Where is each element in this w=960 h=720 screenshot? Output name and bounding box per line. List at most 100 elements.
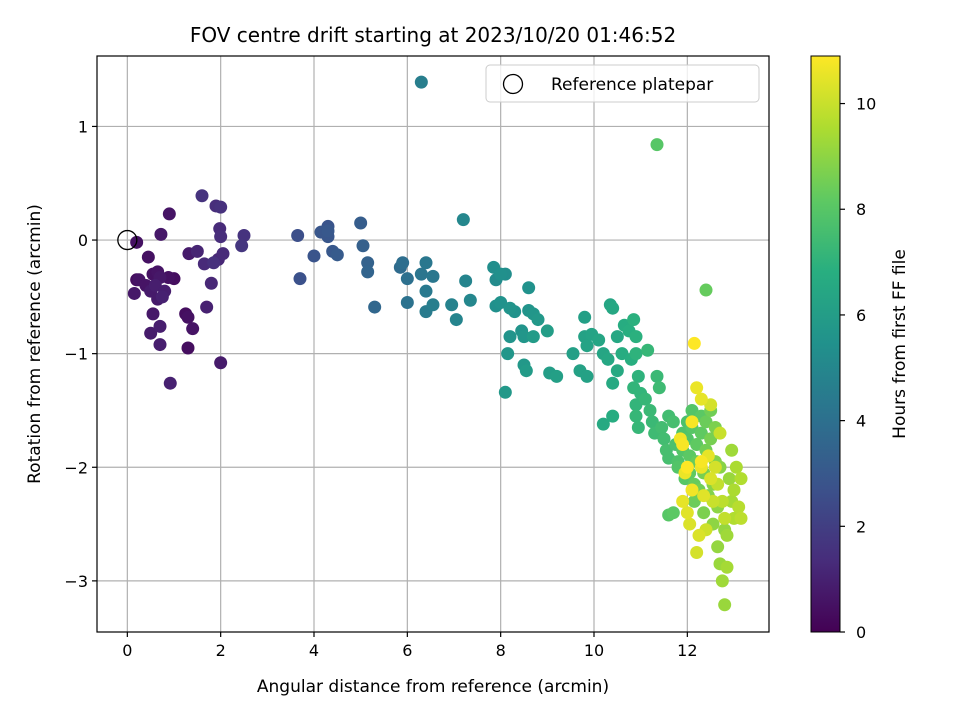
data-point [727, 483, 741, 497]
data-point [680, 506, 694, 520]
data-point [204, 276, 218, 290]
data-point [629, 347, 643, 361]
data-point [494, 296, 508, 310]
data-point [426, 269, 440, 283]
data-point [697, 489, 711, 503]
data-point [459, 274, 473, 288]
data-point [704, 472, 718, 486]
data-point [463, 293, 477, 307]
data-point [720, 528, 734, 542]
data-point [638, 392, 652, 406]
data-point [186, 322, 200, 336]
chart-title: FOV centre drift starting at 2023/10/20 … [190, 23, 676, 47]
data-point [706, 494, 720, 508]
y-axis-ticks: −3 −2 −1 0 1 [64, 117, 97, 591]
data-point [207, 256, 221, 270]
data-point [361, 256, 375, 270]
data-point [732, 500, 746, 514]
colorbar-ticks: 0 2 4 6 8 10 [840, 95, 876, 642]
data-point [426, 298, 440, 312]
data-point [163, 376, 177, 390]
data-point [687, 336, 701, 350]
data-point [148, 278, 162, 292]
y-tick-label: −3 [64, 572, 88, 591]
data-point [501, 347, 515, 361]
data-point [711, 540, 725, 554]
data-point [690, 381, 704, 395]
data-point [578, 310, 592, 324]
y-tick-label: 0 [78, 231, 88, 250]
x-tick-label: 12 [677, 641, 697, 660]
x-tick-label: 2 [216, 641, 226, 660]
data-point [181, 341, 195, 355]
data-point [592, 333, 606, 347]
data-point [690, 438, 704, 452]
y-axis-label: Rotation from reference (arcmin) [25, 204, 45, 484]
data-point [580, 339, 594, 353]
reference-marker [117, 229, 138, 251]
data-point [519, 364, 533, 378]
data-point [685, 403, 699, 417]
data-point [237, 229, 251, 243]
data-point [606, 376, 620, 390]
data-point [685, 483, 699, 497]
x-tick-label: 0 [122, 641, 132, 660]
data-point [650, 138, 664, 152]
data-point [190, 244, 204, 258]
data-point [722, 472, 736, 486]
data-point [235, 239, 249, 253]
data-point [725, 443, 739, 457]
data-point [718, 511, 732, 525]
data-point [368, 300, 382, 314]
data-point [291, 229, 305, 243]
data-point [657, 432, 671, 446]
data-point [676, 438, 690, 452]
data-point [400, 272, 414, 286]
data-point [307, 249, 321, 263]
y-tick-label: 1 [78, 117, 88, 136]
data-point [517, 330, 531, 344]
colorbar-tick-label: 8 [856, 200, 866, 219]
data-point [419, 284, 433, 298]
colorbar-label: Hours from first FF file [890, 249, 910, 439]
data-point [694, 392, 708, 406]
data-point [655, 421, 669, 435]
data-point [354, 216, 368, 230]
data-point [699, 283, 713, 297]
data-point [356, 239, 370, 253]
colorbar-tick-label: 10 [856, 95, 876, 114]
y-tick-label: −2 [64, 458, 88, 477]
colorbar: 0 2 4 6 8 10 Hours from first FF file [810, 55, 910, 642]
data-point [734, 511, 748, 525]
y-tick-label: −1 [64, 345, 88, 364]
data-point [606, 301, 620, 315]
data-point [641, 343, 655, 357]
data-point [715, 494, 729, 508]
data-point [127, 286, 141, 300]
data-point [419, 256, 433, 270]
data-point [580, 369, 594, 383]
data-point [734, 472, 748, 486]
data-point [181, 310, 195, 324]
data-points [127, 75, 748, 612]
data-point [601, 352, 615, 366]
data-point [606, 409, 620, 423]
data-point [683, 517, 697, 531]
data-point [214, 356, 228, 370]
data-point [627, 313, 641, 327]
data-point [503, 330, 517, 344]
data-point [697, 506, 711, 520]
data-point [685, 415, 699, 429]
data-point [153, 319, 167, 333]
data-point [690, 545, 704, 559]
data-point [214, 200, 228, 214]
grid-lines [97, 56, 769, 632]
data-point [666, 415, 680, 429]
data-point [631, 421, 645, 435]
data-point [531, 313, 545, 327]
data-point [699, 415, 713, 429]
data-point [704, 398, 718, 412]
data-point [550, 369, 564, 383]
data-point [596, 417, 610, 431]
data-point [153, 338, 167, 352]
